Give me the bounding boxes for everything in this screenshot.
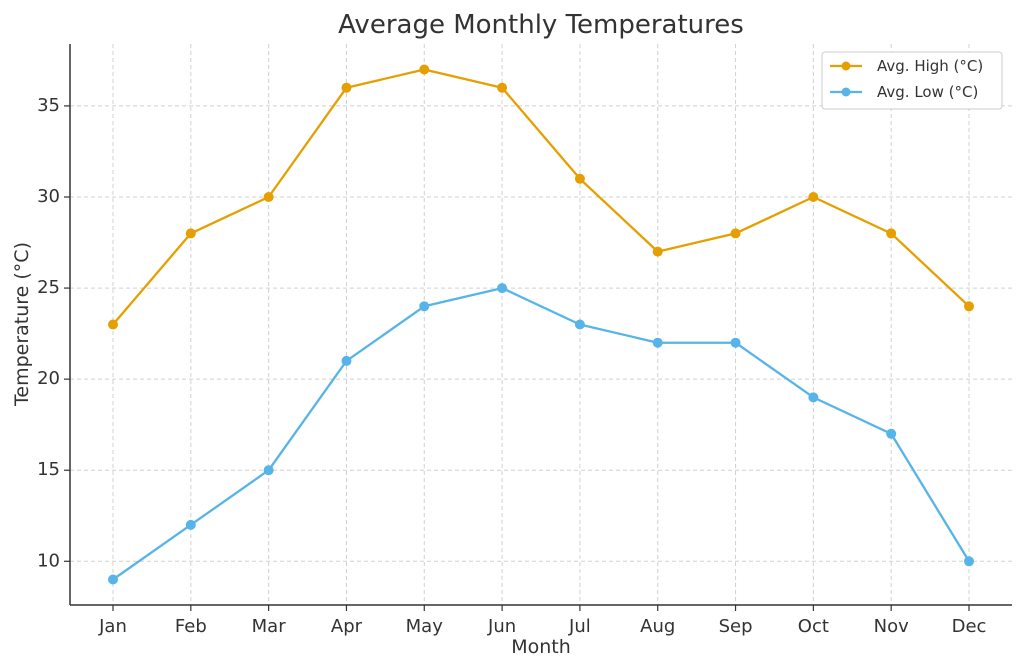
legend-box bbox=[821, 51, 1003, 110]
x-tick-label: Apr bbox=[331, 616, 363, 637]
y-tick-label: 20 bbox=[37, 368, 60, 389]
data-point bbox=[886, 228, 897, 239]
series-line bbox=[112, 286, 970, 581]
data-point bbox=[497, 283, 508, 294]
x-tick-label: Feb bbox=[175, 616, 207, 637]
data-point bbox=[497, 82, 508, 93]
data-point bbox=[341, 82, 352, 93]
data-point bbox=[263, 192, 274, 202]
axes bbox=[69, 44, 1012, 606]
x-tick-label: Oct bbox=[798, 616, 829, 637]
legend-marker-dot bbox=[841, 61, 851, 71]
data-point bbox=[964, 301, 974, 312]
series-avg-low bbox=[108, 283, 974, 585]
x-tick-label: Jun bbox=[487, 616, 516, 637]
x-tick-label: May bbox=[406, 616, 444, 637]
chart-title: Average Monthly Temperatures bbox=[338, 10, 744, 40]
x-tick-label: Mar bbox=[252, 616, 287, 637]
legend: Avg. High (°C) Avg. Low (°C) bbox=[821, 51, 1003, 110]
x-axis-title: Month bbox=[511, 636, 571, 658]
x-tick-label: Jan bbox=[98, 616, 127, 637]
data-point bbox=[574, 173, 585, 184]
x-tick-label: Nov bbox=[874, 616, 909, 637]
data-point bbox=[419, 301, 430, 312]
data-point bbox=[341, 355, 352, 366]
data-point bbox=[108, 319, 118, 330]
data-point bbox=[730, 337, 741, 348]
data-point bbox=[574, 319, 585, 330]
data-point bbox=[185, 519, 196, 530]
series-avg-high bbox=[108, 64, 974, 330]
data-point bbox=[652, 337, 663, 348]
data-point bbox=[185, 228, 196, 239]
legend-marker-dot bbox=[841, 87, 851, 97]
legend-label-high: Avg. High (°C) bbox=[877, 57, 983, 75]
y-tick-label: 30 bbox=[37, 186, 60, 207]
series-line bbox=[112, 68, 970, 326]
y-tick-label: 35 bbox=[37, 95, 60, 116]
grid bbox=[70, 44, 1012, 605]
x-tick-label: Sep bbox=[719, 616, 753, 637]
data-point bbox=[108, 574, 118, 585]
x-tick-label: Dec bbox=[952, 616, 987, 637]
data-point bbox=[808, 392, 819, 403]
legend-item-low: Avg. Low (°C) bbox=[830, 83, 978, 101]
data-point bbox=[964, 556, 974, 567]
data-point bbox=[808, 192, 819, 202]
data-point bbox=[263, 465, 274, 476]
legend-item-high: Avg. High (°C) bbox=[830, 57, 983, 75]
y-tick-label: 15 bbox=[37, 459, 60, 480]
series bbox=[108, 64, 974, 585]
x-tick-label: Jul bbox=[568, 616, 591, 637]
data-point bbox=[652, 246, 663, 257]
x-tick-label: Aug bbox=[640, 616, 675, 637]
legend-label-low: Avg. Low (°C) bbox=[877, 83, 978, 101]
tick-labels: Jan Feb Mar Apr May Jun Jul Aug Sep Oct Nov Dec 10 15… bbox=[37, 95, 986, 637]
y-axis-title: Temperature (°C) bbox=[11, 242, 33, 407]
data-point bbox=[886, 428, 897, 439]
data-point bbox=[730, 228, 741, 239]
y-tick-label: 25 bbox=[37, 277, 60, 298]
data-point bbox=[419, 64, 430, 75]
y-tick-label: 10 bbox=[37, 550, 60, 571]
